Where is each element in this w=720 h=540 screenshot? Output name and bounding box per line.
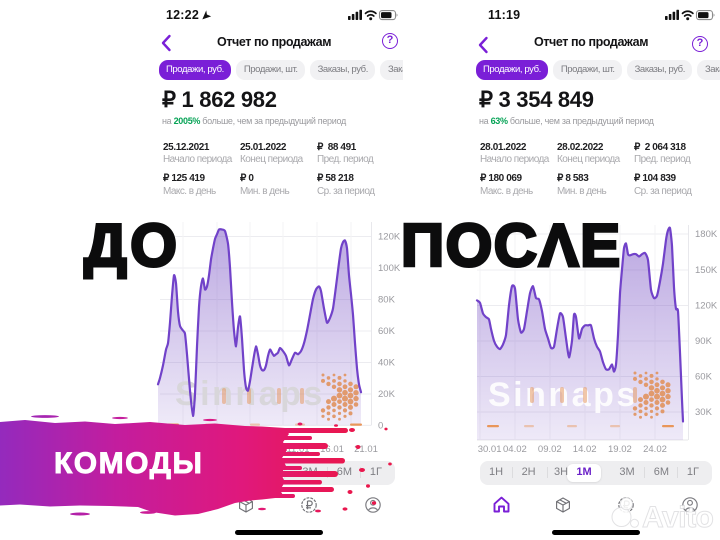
svg-text:21.01: 21.01: [354, 444, 378, 455]
svg-text:30.01: 30.01: [478, 444, 502, 455]
svg-text:16.01: 16.01: [320, 444, 344, 455]
svg-text:120K: 120K: [378, 232, 401, 243]
svg-text:20K: 20K: [378, 389, 396, 400]
svg-text:04.02: 04.02: [503, 444, 527, 455]
svg-text:90K: 90K: [695, 336, 713, 347]
svg-text:120K: 120K: [695, 301, 718, 312]
svg-text:40K: 40K: [378, 358, 396, 369]
svg-text:60K: 60K: [378, 326, 396, 337]
svg-text:09.02: 09.02: [538, 444, 562, 455]
svg-text:24.02: 24.02: [643, 444, 667, 455]
svg-text:60K: 60K: [695, 372, 713, 383]
svg-text:19.02: 19.02: [608, 444, 632, 455]
svg-text:30K: 30K: [695, 407, 713, 418]
svg-text:150K: 150K: [695, 265, 718, 276]
svg-text:0: 0: [378, 421, 383, 432]
svg-text:14.02: 14.02: [573, 444, 597, 455]
svg-text:Avito: Avito: [642, 501, 714, 534]
svg-text:80K: 80K: [378, 295, 396, 306]
svg-text:11.01: 11.01: [286, 444, 309, 455]
svg-text:180K: 180K: [695, 229, 718, 240]
svg-text:100K: 100K: [378, 263, 401, 274]
